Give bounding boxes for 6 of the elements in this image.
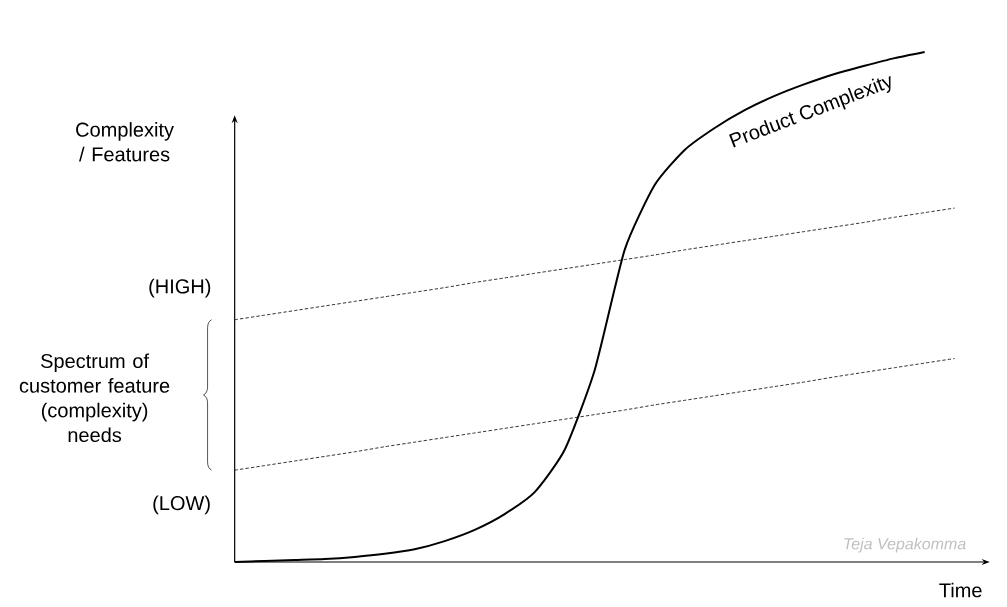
x-axis-title: Time xyxy=(939,582,982,598)
text: (LOW) xyxy=(153,495,210,515)
text: (HIGH) xyxy=(149,278,211,298)
text: Spectrum of customer feature (complexity) needs xyxy=(19,353,170,443)
y-axis-title: Complexity / Features xyxy=(76,122,174,162)
annotation: Teja Vepakomma xyxy=(844,537,966,553)
